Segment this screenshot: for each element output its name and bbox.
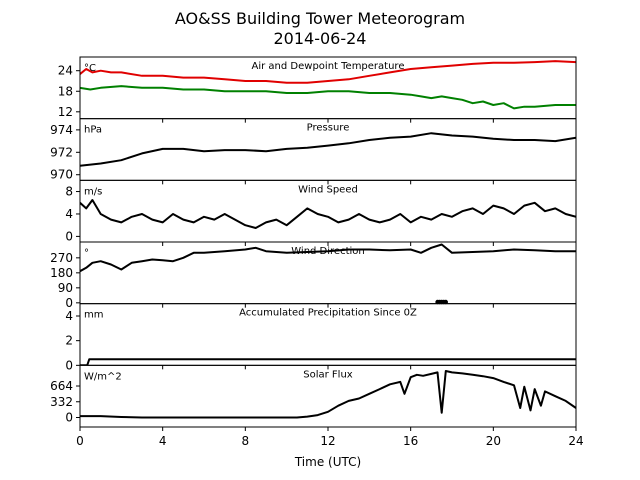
panel-solar-unit: W/m^2 [84, 371, 122, 382]
x-tick-label: 4 [159, 434, 167, 448]
x-tick-label: 0 [76, 434, 84, 448]
series-wspd-0-line [80, 199, 576, 229]
y-tick-label: 4 [65, 207, 73, 221]
y-tick-label: 8 [65, 185, 73, 199]
series-precip-0-line [80, 358, 576, 366]
y-tick-label: 90 [58, 281, 73, 295]
series-temp-0-line [80, 60, 576, 84]
panel-solar-title: Solar Flux [303, 369, 353, 380]
series-pres-0-line [80, 132, 576, 167]
series-solar-0-line [80, 370, 576, 419]
panel-wdir-unit: ° [84, 248, 89, 259]
panel-pres-title: Pressure [307, 123, 350, 134]
y-tick-label: 180 [50, 266, 73, 280]
panel-precip-title: Accumulated Precipitation Since 0Z [239, 308, 417, 319]
panel-wspd-title: Wind Speed [298, 184, 358, 195]
x-tick-label: 24 [568, 434, 583, 448]
panel-temp-title: Air and Dewpoint Temperature [252, 61, 405, 72]
panel-wspd: 0 4 8 m/s Wind Speed [65, 179, 577, 246]
x-tick-label: 12 [320, 434, 335, 448]
y-tick-label: 2 [65, 334, 73, 348]
y-tick-label: 24 [58, 64, 73, 78]
x-tick-label: 16 [403, 434, 418, 448]
y-tick-label: 0 [65, 358, 73, 372]
y-tick-label: 18 [58, 84, 73, 98]
y-tick-label: 972 [50, 145, 73, 159]
panel-temp-unit: °C [84, 63, 96, 74]
y-tick-label: 4 [65, 309, 73, 323]
y-tick-label: 664 [50, 379, 73, 393]
y-tick-label: 0 [65, 296, 73, 310]
panel-precip: 0 2 4 mm Accumulated Precipitation Since 0Z [65, 303, 577, 372]
panel-pres-unit: hPa [84, 125, 102, 136]
y-tick-label: 0 [65, 411, 73, 425]
chart-title: AO&SS Building Tower Meteorogram [175, 9, 465, 28]
panel-precip-unit: mm [84, 310, 103, 321]
y-tick-label: 12 [58, 105, 73, 119]
y-tick-label: 270 [50, 251, 73, 265]
panel-temp: 12 18 24 °C Air and Dewpoint Temperature [58, 56, 577, 123]
panel-wdir-title: Wind Direction [291, 246, 365, 257]
y-tick-label: 332 [50, 395, 73, 409]
x-axis: 0 4 8 12 16 20 24 [76, 434, 583, 448]
panel-wspd-unit: m/s [84, 186, 102, 197]
series-wdir-0-line [80, 243, 576, 273]
series-temp-1-line [80, 85, 576, 110]
chart-subtitle: 2014-06-24 [274, 29, 367, 48]
x-axis-label: Time (UTC) [294, 455, 361, 469]
series-wdir-1-point [443, 299, 448, 305]
x-tick-label: 20 [486, 434, 501, 448]
y-tick-label: 0 [65, 229, 73, 243]
y-tick-label: 970 [50, 168, 73, 182]
panel-solar: 0 332 664 W/m^2 Solar Flux [50, 364, 577, 431]
y-tick-label: 974 [50, 123, 73, 137]
x-tick-label: 8 [242, 434, 250, 448]
panel-pres: 970 972 974 hPa Pressure [50, 118, 577, 185]
